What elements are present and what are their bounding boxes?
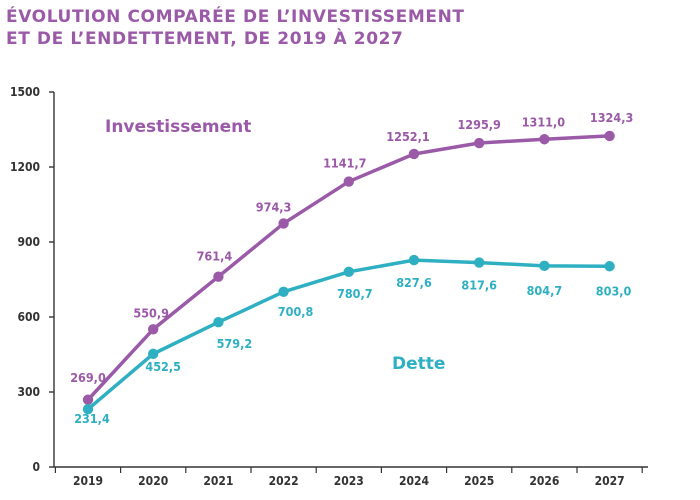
chart-title-line-1: ÉVOLUTION COMPARÉE DE L’INVESTISSEMENT xyxy=(6,7,465,27)
x-tick-label: 2021 xyxy=(203,474,233,488)
data-point xyxy=(148,324,159,335)
data-label: 1295,9 xyxy=(457,117,501,132)
data-point xyxy=(278,218,289,229)
data-point xyxy=(474,257,485,268)
data-label: 700,8 xyxy=(278,304,314,319)
data-label: 761,4 xyxy=(197,249,233,264)
data-point xyxy=(82,403,94,415)
data-label: 804,7 xyxy=(527,283,563,298)
x-tick-label: 2019 xyxy=(73,474,103,488)
y-tick-label: 1500 xyxy=(10,85,40,99)
x-tick-label: 2023 xyxy=(334,474,364,488)
data-label: 780,7 xyxy=(337,286,373,301)
data-point xyxy=(604,261,615,272)
x-tick-label: 2024 xyxy=(399,474,430,488)
data-point xyxy=(604,130,615,142)
series-label-dette: Dette xyxy=(392,354,445,374)
y-tick-label: 900 xyxy=(17,235,40,249)
data-point xyxy=(82,394,94,405)
data-label: 550,9 xyxy=(133,305,169,320)
data-label: 231,4 xyxy=(74,411,110,426)
x-tick-label: 2020 xyxy=(138,474,168,488)
x-tick-label: 2025 xyxy=(464,474,494,488)
data-label: 827,6 xyxy=(396,275,432,290)
x-tick-label: 2022 xyxy=(269,474,299,488)
data-label: 269,0 xyxy=(70,370,106,385)
chart-title: ÉVOLUTION COMPARÉE DE L’INVESTISSEMENT E… xyxy=(6,6,465,50)
data-point xyxy=(213,271,224,282)
data-label: 579,2 xyxy=(217,336,253,351)
data-point xyxy=(278,286,289,297)
data-point xyxy=(213,317,224,328)
data-point xyxy=(408,254,420,266)
data-label: 817,6 xyxy=(461,278,497,293)
y-tick-label: 0 xyxy=(32,460,40,474)
x-tick-label: 2026 xyxy=(529,474,559,488)
data-point xyxy=(539,134,550,145)
x-tick-label: 2027 xyxy=(595,474,625,488)
series-label-investissement: Investissement xyxy=(105,117,251,137)
data-label: 452,5 xyxy=(145,359,181,374)
data-point xyxy=(474,137,485,149)
data-point xyxy=(408,148,420,160)
y-tick-label: 1200 xyxy=(10,160,40,174)
data-label: 803,0 xyxy=(596,283,632,298)
data-label: 1311,0 xyxy=(522,114,566,129)
data-point xyxy=(343,266,354,278)
data-point xyxy=(343,176,354,187)
chart-title-line-2: ET DE L’ENDETTEMENT, DE 2019 À 2027 xyxy=(6,29,404,49)
data-label: 1141,7 xyxy=(323,156,366,171)
data-point xyxy=(148,348,159,360)
y-tick-label: 600 xyxy=(17,310,40,324)
data-label: 974,3 xyxy=(256,199,292,214)
y-tick-label: 300 xyxy=(17,385,40,399)
data-point xyxy=(539,260,550,272)
data-label: 1324,3 xyxy=(590,110,633,125)
data-label: 1252,1 xyxy=(386,129,430,144)
